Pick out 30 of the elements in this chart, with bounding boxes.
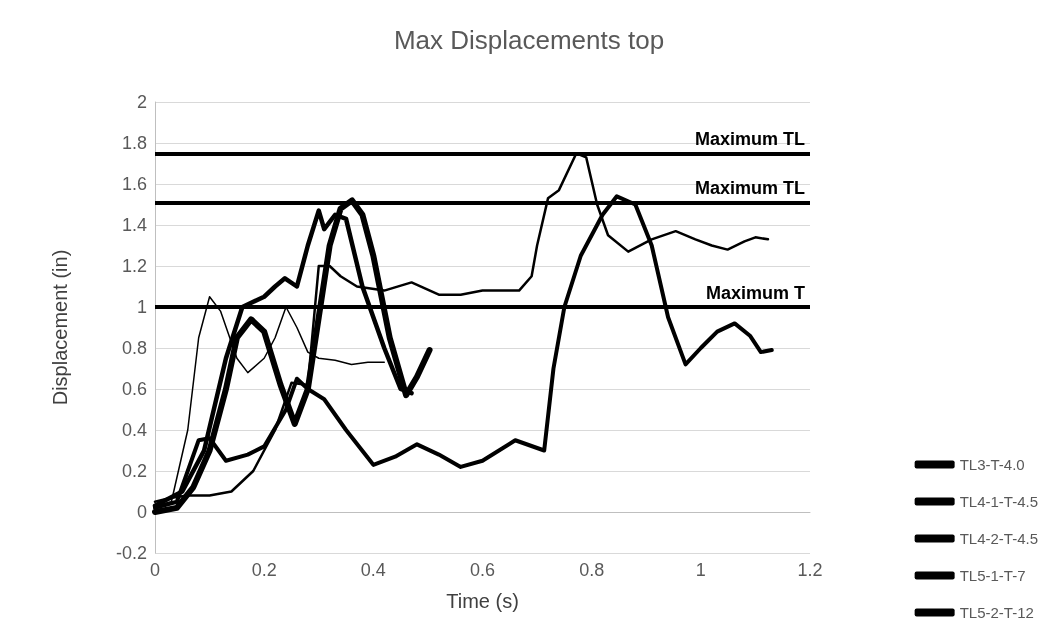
x-tick-label: 0.4: [360, 560, 386, 580]
y-tick-label: 1: [136, 297, 147, 317]
x-tick-label: 1: [695, 560, 706, 580]
x-axis-title: Time (s): [446, 590, 519, 612]
x-tick-label: 0.2: [251, 560, 277, 580]
y-axis-title: Displacement (in): [49, 249, 71, 406]
y-tick-label: 0.4: [121, 420, 147, 440]
chart-title: Max Displacements top: [393, 25, 665, 55]
ref-line-label: Maximum TL: [694, 129, 805, 150]
y-tick-label: 0.2: [121, 461, 147, 481]
x-tick-label: 0: [149, 560, 161, 580]
x-tick-label: 0.8: [579, 560, 605, 580]
x-tick-label: 0.6: [469, 560, 496, 580]
y-tick-label: 0: [136, 502, 147, 522]
x-tick-label: 1.2: [797, 560, 823, 580]
y-tick-label: 1.4: [121, 215, 147, 235]
ref-line-label: Maximum TL: [694, 178, 805, 199]
y-tick-label: 0.8: [121, 338, 147, 358]
y-tick-label: 2: [136, 92, 147, 112]
y-tick-label: 1.8: [121, 133, 147, 153]
legend-label: TL3-T-4.0: [959, 456, 1025, 473]
ref-line-label: Maximum T: [705, 283, 805, 303]
y-tick-label: 1.2: [121, 256, 147, 276]
y-tick-label: -0.2: [115, 543, 147, 563]
y-tick-label: 1.6: [121, 174, 147, 194]
legend-label: TL4-1-T-4.5: [959, 493, 1039, 510]
legend-label: TL4-2-T-4.5: [959, 530, 1039, 547]
y-tick-label: 0.6: [121, 379, 147, 399]
legend-label: TL5-1-T-7: [959, 567, 1026, 584]
legend-label: TL5-2-T-12: [959, 604, 1034, 621]
